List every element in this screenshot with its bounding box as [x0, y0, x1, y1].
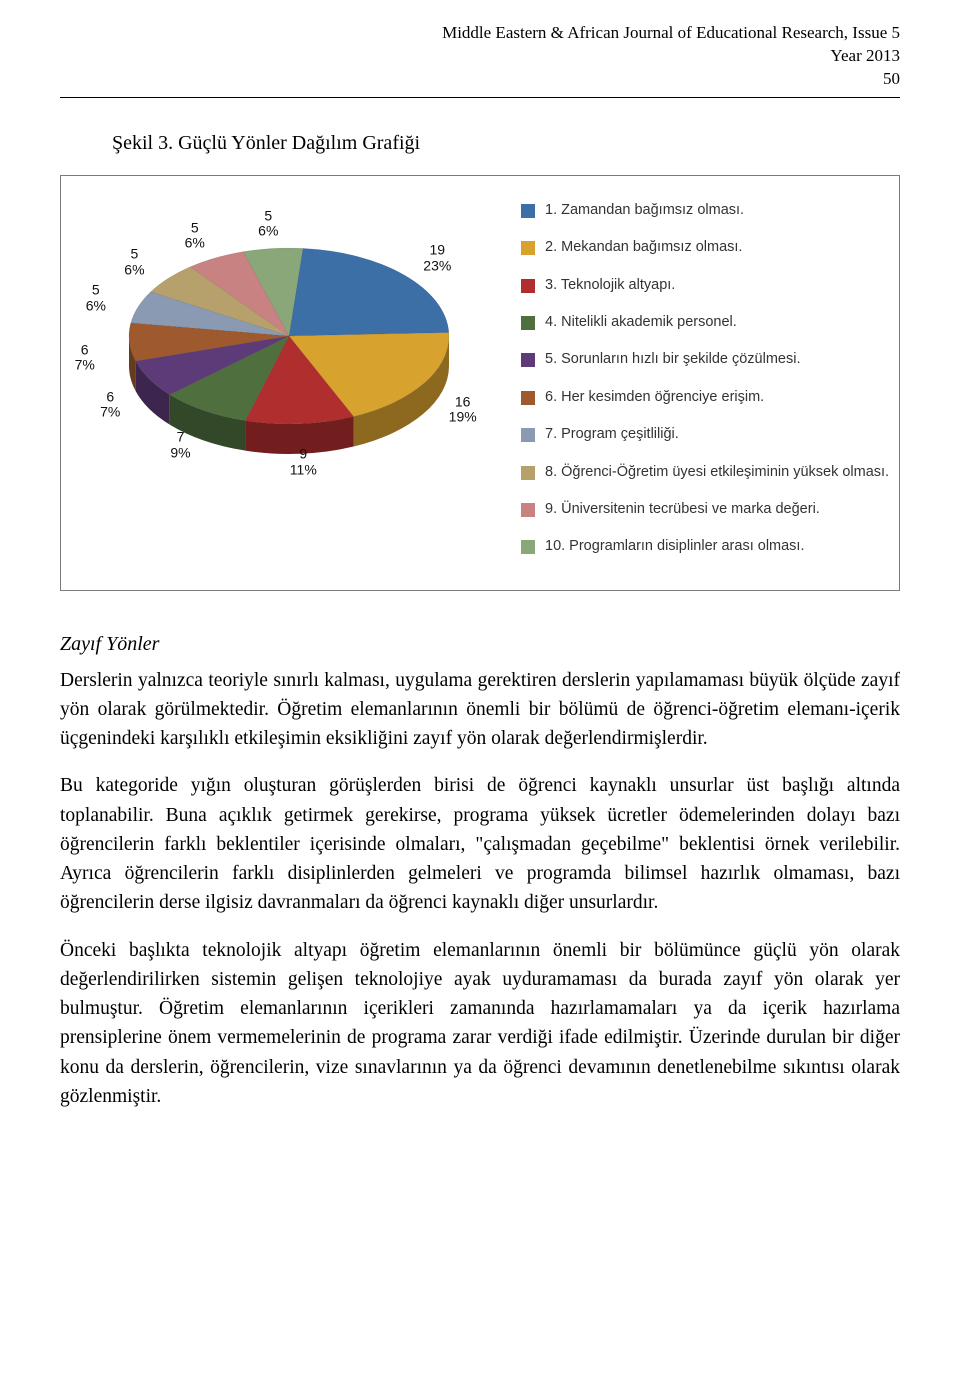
figure-caption: Şekil 3. Güçlü Yönler Dağılım Grafiği — [112, 132, 900, 155]
legend-item: 5. Sorunların hızlı bir şekilde çözülmes… — [521, 351, 891, 368]
legend-label: 5. Sorunların hızlı bir şekilde çözülmes… — [545, 351, 800, 368]
year: Year 2013 — [60, 45, 900, 68]
legend-swatch — [521, 316, 535, 330]
legend-swatch — [521, 204, 535, 218]
legend-label: 6. Her kesimden öğrenciye erişim. — [545, 389, 764, 406]
legend-item: 2. Mekandan bağımsız olması. — [521, 239, 891, 256]
pie-slice-label: 1619% — [449, 394, 477, 425]
journal-name: Middle Eastern & African Journal of Educ… — [60, 22, 900, 45]
legend-label: 3. Teknolojik altyapı. — [545, 277, 675, 294]
pie-slice-label: 67% — [100, 389, 120, 420]
body-paragraph: Önceki başlıkta teknolojik altyapı öğret… — [60, 936, 900, 1112]
legend-swatch — [521, 279, 535, 293]
legend-label: 10. Programların disiplinler arası olmas… — [545, 538, 805, 555]
pie-slice-label: 56% — [185, 220, 205, 251]
section-subheading: Zayıf Yönler — [60, 633, 900, 656]
pie-slice-label: 67% — [75, 342, 95, 373]
legend-label: 1. Zamandan bağımsız olması. — [545, 202, 744, 219]
legend-label: 8. Öğrenci-Öğretim üyesi etkileşiminin y… — [545, 464, 889, 481]
legend-item: 3. Teknolojik altyapı. — [521, 277, 891, 294]
pie-slice-label: 56% — [124, 246, 144, 277]
legend-swatch — [521, 353, 535, 367]
legend-item: 9. Üniversitenin tecrübesi ve marka değe… — [521, 501, 891, 518]
body-paragraph: Bu kategoride yığın oluşturan görüşlerde… — [60, 771, 900, 917]
page: Middle Eastern & African Journal of Educ… — [0, 0, 960, 1199]
legend-item: 7. Program çeşitliliği. — [521, 426, 891, 443]
masthead: Middle Eastern & African Journal of Educ… — [60, 18, 900, 98]
legend-swatch — [521, 503, 535, 517]
legend-swatch — [521, 540, 535, 554]
legend-swatch — [521, 241, 535, 255]
legend-label: 4. Nitelikli akademik personel. — [545, 314, 737, 331]
pie-slice-label: 79% — [170, 430, 190, 461]
pie-slice-label: 1923% — [423, 242, 451, 273]
pie-slice-label: 56% — [86, 283, 106, 314]
page-number: 50 — [60, 68, 900, 91]
legend-swatch — [521, 391, 535, 405]
legend-swatch — [521, 466, 535, 480]
legend-item: 1. Zamandan bağımsız olması. — [521, 202, 891, 219]
pie-slice-label: 911% — [290, 447, 317, 478]
legend-swatch — [521, 428, 535, 442]
legend-label: 9. Üniversitenin tecrübesi ve marka değe… — [545, 501, 820, 518]
pie-chart: 1923% 1619% 911% 79% 67%67% 56% 56% 56% 56% — [69, 190, 509, 506]
chart-container: 1923% 1619% 911% 79% 67%67% 56% 56% 56% 56% 1. Z… — [60, 175, 900, 591]
legend-item: 8. Öğrenci-Öğretim üyesi etkileşiminin y… — [521, 464, 891, 481]
legend-item: 6. Her kesimden öğrenciye erişim. — [521, 389, 891, 406]
legend-item: 10. Programların disiplinler arası olmas… — [521, 538, 891, 555]
legend-item: 4. Nitelikli akademik personel. — [521, 314, 891, 331]
pie-slice-label: 56% — [258, 208, 278, 239]
body-paragraph: Derslerin yalnızca teoriyle sınırlı kalm… — [60, 666, 900, 754]
legend-label: 2. Mekandan bağımsız olması. — [545, 239, 742, 256]
chart-legend: 1. Zamandan bağımsız olması. 2. Mekandan … — [521, 190, 891, 576]
legend-label: 7. Program çeşitliliği. — [545, 426, 679, 443]
